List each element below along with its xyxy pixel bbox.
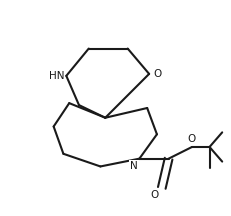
Text: HN: HN [49, 71, 64, 81]
Text: N: N [129, 161, 137, 171]
Text: O: O [150, 190, 158, 200]
Text: O: O [152, 69, 161, 79]
Text: O: O [187, 134, 195, 144]
